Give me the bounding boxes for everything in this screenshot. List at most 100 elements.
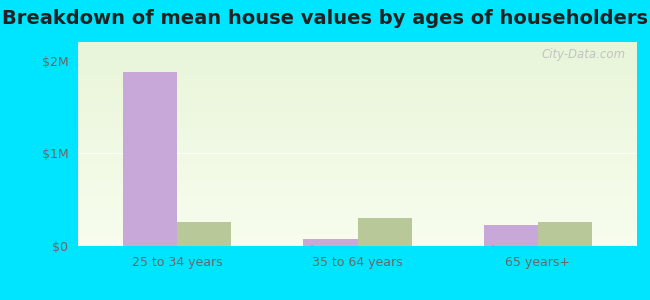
Bar <box>78 165 637 166</box>
Bar <box>78 105 637 106</box>
Bar <box>78 83 637 84</box>
Bar <box>78 183 637 184</box>
Bar <box>78 235 637 236</box>
Bar <box>78 113 637 114</box>
Bar <box>78 141 637 142</box>
Bar <box>78 199 637 200</box>
Bar <box>78 157 637 158</box>
Bar <box>484 225 538 246</box>
Bar <box>78 79 637 80</box>
Bar <box>78 55 637 56</box>
Bar <box>78 189 637 190</box>
Bar <box>78 150 637 151</box>
Bar <box>78 78 637 79</box>
Bar <box>78 237 637 238</box>
Bar <box>78 162 637 164</box>
Bar <box>78 245 637 246</box>
Bar <box>78 46 637 47</box>
Bar <box>78 130 637 131</box>
Bar <box>78 226 637 228</box>
Bar <box>78 42 637 43</box>
Bar <box>78 93 637 94</box>
Bar <box>304 239 358 246</box>
Bar <box>78 156 637 157</box>
Bar <box>78 213 637 214</box>
Bar <box>78 98 637 99</box>
Bar <box>78 175 637 176</box>
Bar <box>78 167 637 169</box>
Bar <box>78 159 637 160</box>
Bar <box>78 116 637 118</box>
Bar <box>78 97 637 98</box>
Bar <box>78 177 637 178</box>
Bar <box>78 121 637 122</box>
Bar <box>78 134 637 135</box>
Bar <box>123 72 177 246</box>
Bar <box>78 164 637 165</box>
Bar <box>78 216 637 217</box>
Bar <box>538 222 592 246</box>
Bar <box>78 215 637 216</box>
Bar <box>78 122 637 123</box>
Bar <box>78 230 637 231</box>
Bar <box>78 136 637 137</box>
Bar <box>78 142 637 143</box>
Bar <box>78 147 637 148</box>
Bar <box>78 62 637 63</box>
Bar <box>78 218 637 220</box>
Bar <box>78 56 637 57</box>
Bar <box>78 86 637 87</box>
Bar <box>78 73 637 74</box>
Bar <box>78 95 637 96</box>
Legend: Dasher, Georgia: Dasher, Georgia <box>261 298 454 300</box>
Bar <box>78 241 637 242</box>
Bar <box>78 221 637 223</box>
Bar <box>78 214 637 215</box>
Bar <box>78 172 637 174</box>
Bar <box>78 155 637 156</box>
Bar <box>78 60 637 62</box>
Bar <box>78 187 637 188</box>
Bar <box>78 88 637 89</box>
Bar <box>78 132 637 133</box>
Bar <box>78 151 637 152</box>
Bar <box>78 205 637 206</box>
Bar <box>78 57 637 58</box>
Bar <box>78 87 637 88</box>
Bar <box>78 94 637 95</box>
Bar <box>78 47 637 48</box>
Bar <box>78 106 637 107</box>
Bar <box>78 74 637 75</box>
Bar <box>78 225 637 226</box>
Bar <box>78 100 637 101</box>
Bar <box>78 223 637 224</box>
Bar <box>78 180 637 181</box>
Bar <box>78 243 637 244</box>
Bar <box>78 48 637 49</box>
Bar <box>78 209 637 210</box>
Bar <box>78 196 637 197</box>
Bar <box>78 65 637 67</box>
Bar <box>78 240 637 241</box>
Bar <box>78 85 637 86</box>
Bar <box>78 133 637 134</box>
Bar <box>78 101 637 102</box>
Bar <box>78 127 637 128</box>
Bar <box>78 233 637 234</box>
Bar <box>78 91 637 92</box>
Bar <box>78 160 637 161</box>
Bar <box>78 204 637 205</box>
Bar <box>78 140 637 141</box>
Bar <box>78 169 637 170</box>
Bar <box>78 44 637 45</box>
Bar <box>78 131 637 132</box>
Bar <box>78 194 637 195</box>
Bar <box>78 178 637 179</box>
Bar <box>78 198 637 199</box>
Bar <box>78 176 637 177</box>
Bar <box>78 152 637 153</box>
Bar <box>78 181 637 182</box>
Bar <box>78 59 637 60</box>
Bar <box>78 139 637 140</box>
Bar <box>78 138 637 139</box>
